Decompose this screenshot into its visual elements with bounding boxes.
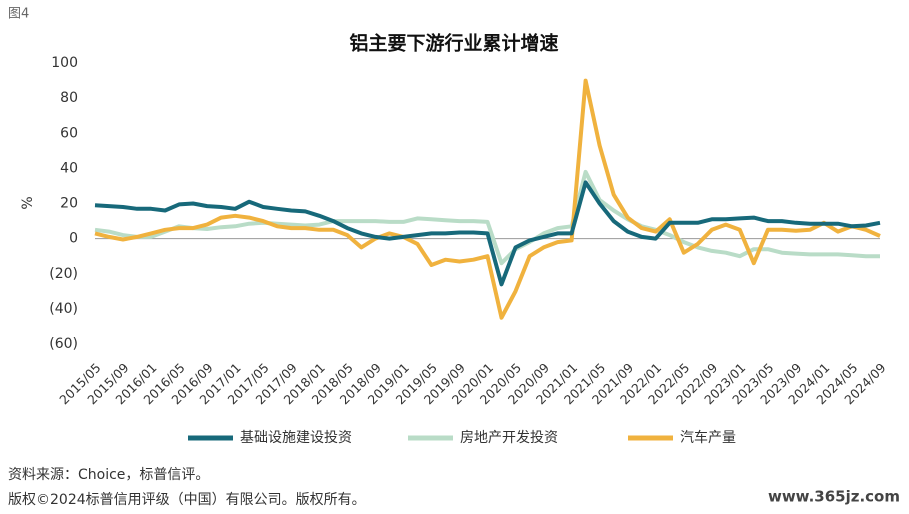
y-tick-label: (40)	[49, 301, 78, 317]
y-tick-label: 60	[60, 125, 78, 141]
y-tick-label: 20	[60, 196, 78, 212]
watermark: www.365jz.com	[768, 488, 900, 506]
y-tick-label: 0	[69, 231, 78, 247]
legend-label: 汽车产量	[680, 429, 736, 446]
chart-title: 铝主要下游行业累计增速	[349, 32, 558, 55]
y-tick-label: (60)	[49, 336, 78, 352]
y-tick-label: 100	[51, 55, 78, 71]
y-axis-label: %	[20, 196, 36, 209]
legend-label: 房地产开发投资	[460, 430, 558, 446]
series-line	[94, 180, 881, 287]
y-tick-label: 40	[60, 160, 78, 176]
series-line	[94, 78, 881, 320]
y-tick-label: (20)	[49, 266, 78, 282]
y-tick-label: 80	[60, 90, 78, 106]
figure-label: 图4	[8, 7, 29, 22]
series-line	[94, 169, 880, 266]
source: 资料来源：Choice，标普信评。	[8, 467, 209, 483]
legend-label: 基础设施建设投资	[240, 429, 352, 446]
copyright: 版权©2024标普信用评级（中国）有限公司。版权所有。	[8, 492, 366, 508]
